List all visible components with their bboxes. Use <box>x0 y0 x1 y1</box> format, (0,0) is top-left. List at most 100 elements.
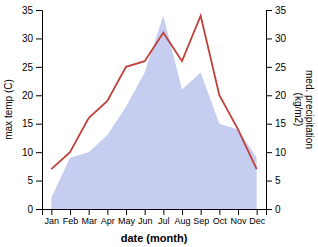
tick-label: Jul <box>158 216 170 226</box>
tick: Jan <box>45 209 60 226</box>
axis-line <box>43 210 267 216</box>
tick-mark <box>257 209 258 215</box>
tick-label: 10 <box>275 147 287 158</box>
tick-label: 30 <box>275 33 287 44</box>
tick: Aug <box>174 209 190 226</box>
tick-label: 25 <box>275 62 287 73</box>
tick-mark <box>36 95 42 96</box>
tick-mark <box>163 209 164 215</box>
tick: Oct <box>213 209 228 226</box>
tick: 10 <box>266 147 287 158</box>
tick: Sep <box>193 209 209 226</box>
tick: 30 <box>22 33 42 44</box>
tick-mark <box>266 152 272 153</box>
tick-mark <box>126 209 127 215</box>
tick-label: Jan <box>45 216 60 226</box>
y2-axis: 0 5 10 15 20 25 30 35 <box>266 5 287 215</box>
x-axis: JanFebMar AprMayJun Jul AugSep OctNovDec <box>43 209 267 226</box>
tick-mark <box>36 67 42 68</box>
tick-label: 30 <box>22 33 34 44</box>
tick: Apr <box>101 209 115 226</box>
tick-mark <box>266 124 272 125</box>
y2-axis-title-line: (kg/m2) <box>293 93 304 127</box>
tick-mark <box>266 10 272 11</box>
plot: JanFebMar AprMayJun Jul AugSep OctNovDec 0 5 10… <box>22 5 287 227</box>
tick: Dec <box>249 209 266 226</box>
tick-mark <box>219 209 220 215</box>
tick-mark <box>107 209 108 215</box>
tick: 30 <box>266 33 287 44</box>
tick-mark <box>201 209 202 215</box>
tick: Jul <box>158 209 170 226</box>
tick: 0 <box>27 204 42 215</box>
x-axis-title: date (month) <box>121 232 188 244</box>
tick-label: 25 <box>22 62 34 73</box>
tick: 0 <box>266 204 281 215</box>
tick-label: Aug <box>174 216 190 226</box>
tick-label: 10 <box>22 147 34 158</box>
y2-axis-title: med. precipitation(kg/m2) <box>293 70 316 149</box>
tick-label: 0 <box>27 204 33 215</box>
tick-label: 20 <box>22 90 34 101</box>
tick-mark <box>36 10 42 11</box>
tick-label: 20 <box>275 90 287 101</box>
tick: 35 <box>22 5 42 16</box>
tick-label: Feb <box>63 216 79 226</box>
tick-label: Oct <box>213 216 228 226</box>
tick-mark <box>266 95 272 96</box>
tick-label: 5 <box>275 175 281 186</box>
tick-mark <box>36 38 42 39</box>
tick-mark <box>182 209 183 215</box>
tick-mark <box>36 124 42 125</box>
tick-label: 15 <box>275 118 287 129</box>
tick-label: 15 <box>22 118 34 129</box>
tick-label: 35 <box>22 5 34 16</box>
tick: 5 <box>266 175 281 186</box>
tick: Nov <box>230 209 247 226</box>
tick-label: May <box>118 216 136 226</box>
tick-label: Jun <box>138 216 153 226</box>
tick-label: Sep <box>193 216 209 226</box>
tick-label: Apr <box>101 216 115 226</box>
line <box>51 16 256 170</box>
tick: 25 <box>22 62 42 73</box>
tick: 20 <box>22 90 42 101</box>
tick-label: Dec <box>249 216 266 226</box>
area <box>51 16 256 209</box>
tick: May <box>118 209 136 226</box>
tick: 35 <box>266 5 287 16</box>
tick: 15 <box>22 118 42 129</box>
tick-mark <box>36 181 42 182</box>
tick-label: 35 <box>275 5 287 16</box>
tick: Mar <box>81 209 97 226</box>
tick: 20 <box>266 90 287 101</box>
tick-mark <box>145 209 146 215</box>
tick: 5 <box>27 175 42 186</box>
tick: 10 <box>22 147 42 158</box>
y-axis: 0 5 10 15 20 25 30 35 <box>22 5 43 215</box>
tick-mark <box>70 209 71 215</box>
y2-axis-title-line: med. precipitation <box>304 70 315 149</box>
chart: JanFebMar AprMayJun Jul AugSep OctNovDec 0 5 10… <box>0 0 318 247</box>
marks <box>51 16 256 209</box>
axis-line <box>267 11 273 210</box>
tick-mark <box>266 67 272 68</box>
axis-line <box>36 11 43 210</box>
tick: 15 <box>266 118 287 129</box>
tick-mark <box>266 181 272 182</box>
tick-label: Mar <box>81 216 97 226</box>
y-axis-title: max temp (C) <box>3 79 14 140</box>
tick-label: 0 <box>275 204 281 215</box>
tick: Feb <box>63 209 79 226</box>
tick-mark <box>89 209 90 215</box>
tick-mark <box>36 209 42 210</box>
tick-mark <box>266 38 272 39</box>
tick-mark <box>238 209 239 215</box>
tick-label: Nov <box>230 216 247 226</box>
tick-mark <box>51 209 52 215</box>
tick-mark <box>36 152 42 153</box>
tick-label: 5 <box>27 175 33 186</box>
tick: 25 <box>266 62 287 73</box>
tick-mark <box>266 209 272 210</box>
tick: Jun <box>138 209 153 226</box>
